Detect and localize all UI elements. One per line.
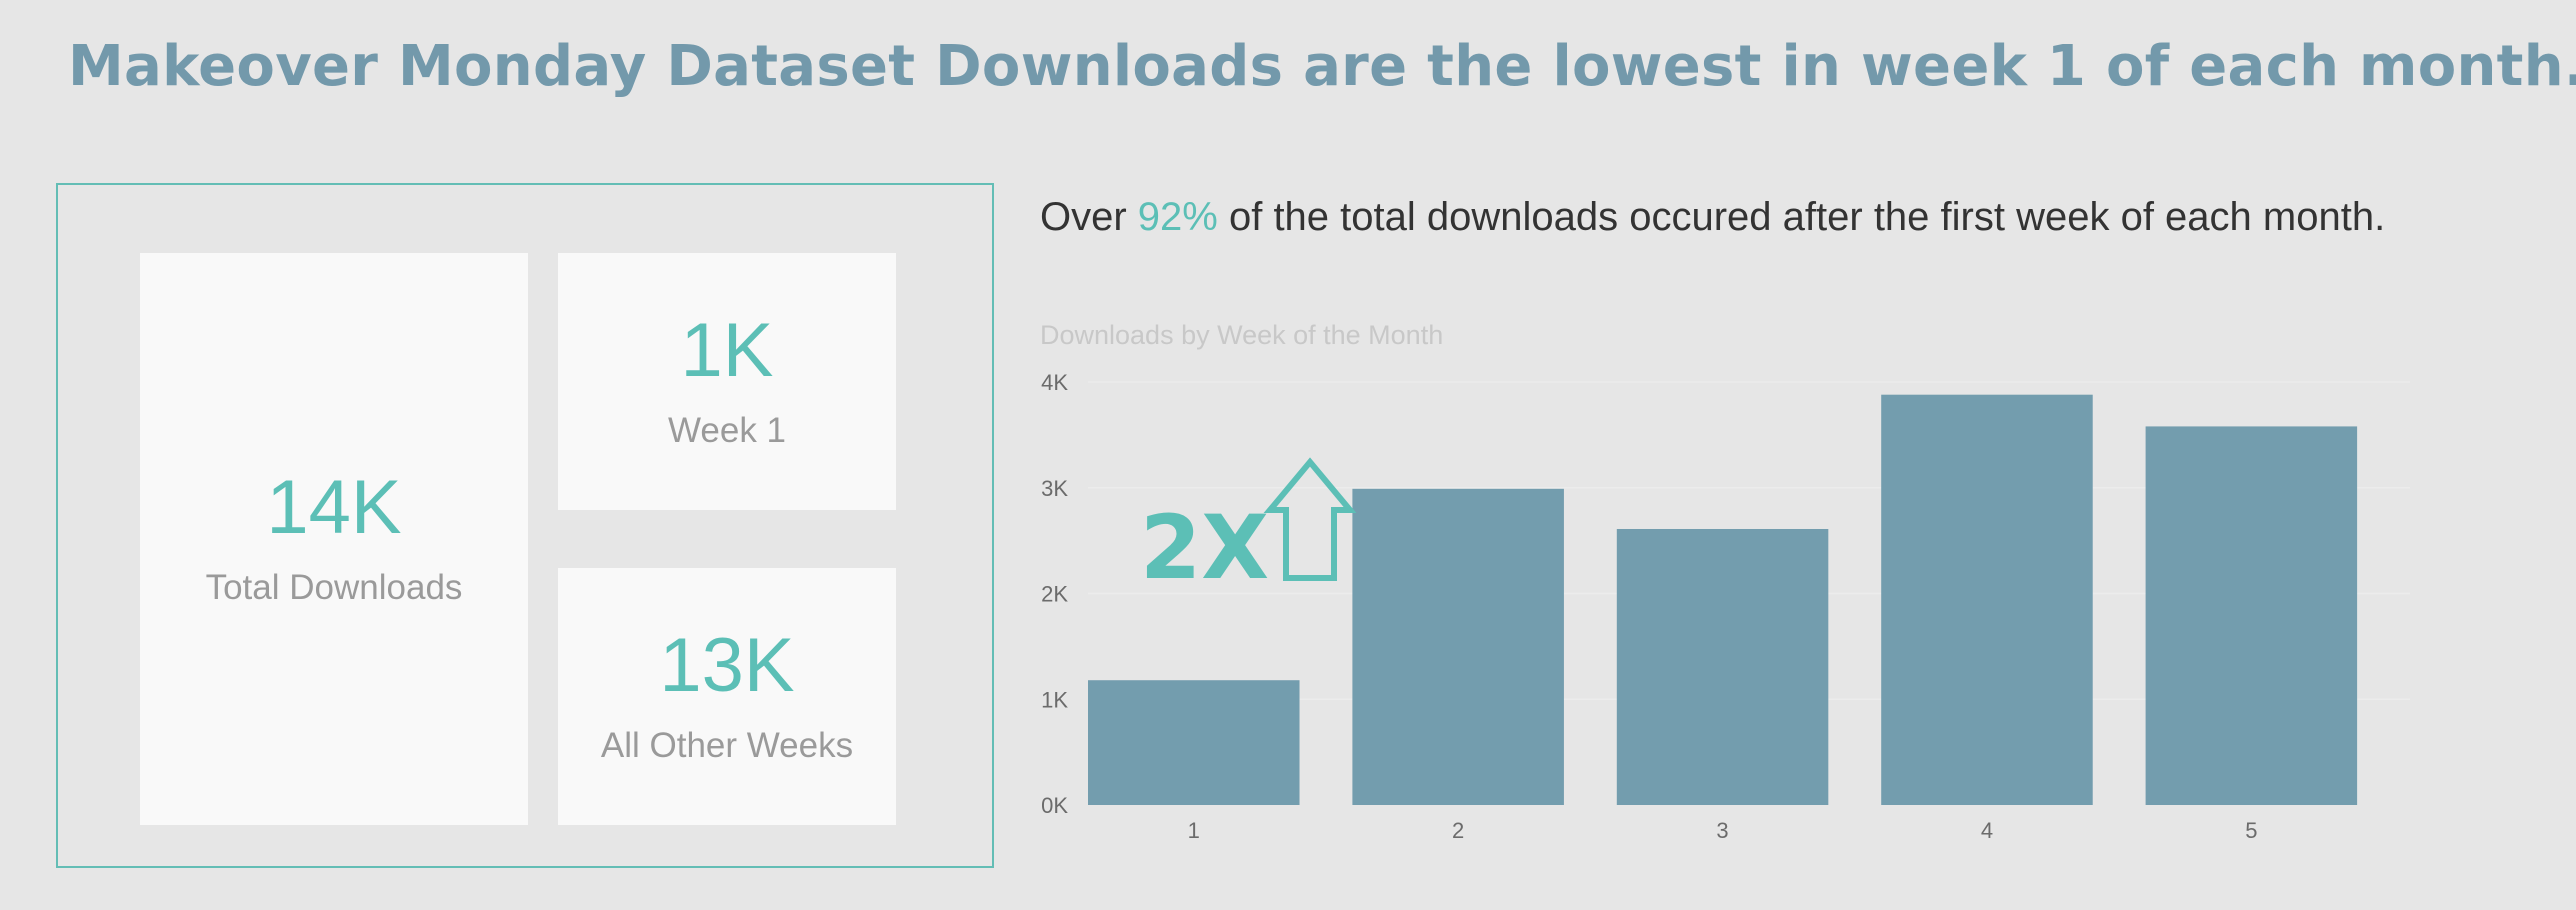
x-tick-label: 5 bbox=[2245, 818, 2257, 843]
downloads-bar-chart: 0K 1K 2K 3K 4K 1 2 3 4 5 2X bbox=[1041, 370, 2410, 843]
kpi-label-week-1: Week 1 bbox=[667, 410, 787, 450]
insight-prefix: Over bbox=[1040, 195, 1138, 239]
up-arrow-outline-icon bbox=[1263, 457, 1357, 581]
insight-suffix: of the total downloads occured after the… bbox=[1217, 195, 2386, 239]
bar-week-5[interactable] bbox=[2145, 426, 2358, 805]
chart-title: Downloads by Week of the Month bbox=[1040, 320, 1444, 350]
x-tick-label: 1 bbox=[1188, 818, 1200, 843]
kpi-panel: 14K Total Downloads 1K Week 1 13K All Ot… bbox=[56, 183, 994, 868]
kpi-label-other-weeks: All Other Weeks bbox=[600, 725, 854, 765]
x-tick-label: 2 bbox=[1452, 818, 1464, 843]
kpi-value-total: 14K bbox=[266, 465, 402, 550]
x-tick-label: 4 bbox=[1981, 818, 1993, 843]
kpi-card-week-1[interactable]: 1K Week 1 bbox=[558, 253, 896, 510]
y-tick-label: 0K bbox=[1041, 793, 1068, 818]
y-tick-label: 2K bbox=[1041, 582, 1068, 607]
kpi-card-total-downloads[interactable]: 14K Total Downloads bbox=[140, 253, 528, 825]
page-title: Makeover Monday Dataset Downloads are th… bbox=[68, 34, 2576, 99]
kpi-value-week-1: 1K bbox=[680, 307, 774, 393]
kpi-card-other-weeks[interactable]: 13K All Other Weeks bbox=[558, 568, 896, 825]
y-tick-label: 4K bbox=[1041, 370, 1068, 395]
kpi-label-total: Total Downloads bbox=[205, 568, 463, 607]
bar-week-2[interactable] bbox=[1352, 488, 1564, 805]
insight-text: Over 92% of the total downloads occured … bbox=[1040, 195, 2385, 240]
x-tick-label: 3 bbox=[1716, 818, 1728, 843]
bar-week-3[interactable] bbox=[1616, 528, 1829, 805]
y-tick-label: 3K bbox=[1041, 476, 1068, 501]
y-tick-label: 1K bbox=[1041, 687, 1068, 712]
bar-week-1[interactable] bbox=[1088, 680, 1300, 805]
kpi-value-other-weeks: 13K bbox=[659, 622, 795, 708]
bar-week-4[interactable] bbox=[1881, 394, 2093, 805]
callout-2x-text: 2X bbox=[1140, 496, 1269, 599]
insight-highlight: 92% bbox=[1137, 195, 1218, 239]
